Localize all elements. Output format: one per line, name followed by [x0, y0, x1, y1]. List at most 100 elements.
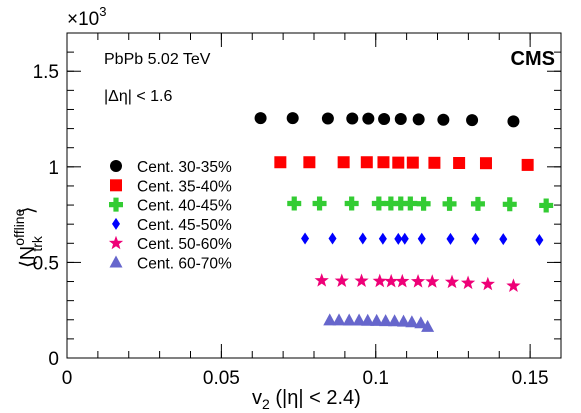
legend-marker [110, 160, 122, 172]
data-point [446, 232, 455, 245]
data-point [410, 274, 426, 288]
data-point [321, 112, 334, 125]
y-tick-label: 0.5 [33, 253, 59, 274]
data-point [397, 314, 411, 327]
y-multiplier-base: ×10 [67, 9, 99, 30]
data-point [344, 196, 359, 211]
data-point [287, 196, 302, 211]
series-square [274, 156, 534, 171]
data-point [417, 232, 426, 245]
legend-marker [109, 255, 123, 268]
tick-labels: 0 0.05 0.1 0.15 0 0.5 1 1.5 [33, 62, 549, 389]
data-point [334, 273, 349, 288]
data-point [314, 273, 329, 287]
series-layer [254, 112, 554, 332]
y-axis-label: ⟨Noffline trk ⟩ [11, 206, 45, 268]
data-point [416, 196, 431, 211]
data-point [405, 315, 419, 328]
data-point [312, 196, 327, 211]
data-point [392, 156, 405, 169]
data-point [274, 156, 287, 169]
legend: Cent. 30-35% Cent. 35-40% Cent. 40-45% Cent… [108, 159, 232, 273]
legend-label: Cent. 30-35% [137, 159, 232, 176]
data-point [323, 313, 337, 326]
data-point [466, 114, 479, 127]
legend-label: Cent. 50-60% [137, 236, 232, 253]
data-point [471, 232, 480, 245]
plot-frame [66, 32, 562, 359]
data-point [360, 156, 373, 169]
series-diamond [301, 232, 544, 247]
y-axis-label-open: ⟨ [17, 260, 39, 268]
data-point [460, 275, 476, 290]
y-axis-label-n: N [17, 246, 39, 260]
data-point [507, 115, 520, 128]
data-point [342, 313, 356, 326]
series-triangle [323, 313, 435, 332]
data-point [470, 196, 485, 211]
data-point [303, 156, 316, 169]
data-point [393, 196, 408, 211]
x-tick-label: 0.1 [363, 368, 389, 389]
legend-label: Cent. 45-50% [137, 217, 232, 234]
data-point [352, 313, 366, 326]
data-point [378, 232, 387, 245]
legend-label: Cent. 35-40% [137, 178, 232, 195]
data-point [378, 113, 391, 126]
data-point [421, 319, 435, 332]
data-point [394, 113, 407, 126]
data-point [480, 276, 495, 291]
data-point [328, 232, 337, 245]
data-point [428, 156, 441, 169]
data-point [388, 314, 402, 327]
legend-marker [109, 197, 123, 212]
data-point [414, 316, 428, 329]
data-point [332, 313, 346, 326]
x-axis-label: v2 (|η| < 2.4) [252, 387, 361, 412]
data-point [370, 313, 384, 326]
data-point [379, 314, 393, 327]
legend-marker [108, 235, 124, 250]
data-point [403, 196, 418, 211]
annotation-collision-system: PbPb 5.02 TeV [104, 51, 211, 68]
x-tick-label: 0.15 [512, 368, 549, 389]
data-point [506, 278, 521, 292]
data-point [346, 112, 359, 125]
data-point [394, 232, 403, 245]
data-point [521, 158, 534, 171]
y-tick-label: 1.5 [33, 62, 59, 83]
series-star [314, 273, 521, 292]
legend-marker [112, 217, 120, 230]
data-point [539, 198, 554, 213]
series-cross [287, 196, 554, 213]
y-axis-label-close: ⟩ [17, 206, 39, 214]
data-point [437, 113, 450, 126]
data-point [453, 157, 466, 169]
data-point [479, 157, 492, 170]
data-point [502, 197, 517, 212]
data-point [425, 274, 440, 288]
data-point [395, 273, 410, 288]
x-axis-label-rest: (|η| < 2.4) [270, 387, 361, 409]
y-tick-label: 0 [48, 349, 59, 370]
data-point [361, 313, 375, 326]
cms-label: CMS [511, 48, 555, 70]
x-axis-label-sub: 2 [262, 396, 270, 412]
data-point [301, 232, 310, 245]
axis-ticks [66, 32, 562, 359]
data-point [377, 156, 390, 169]
data-point [406, 156, 419, 169]
data-point [362, 112, 375, 125]
data-point [400, 232, 409, 245]
data-point [412, 113, 425, 126]
legend-label: Cent. 60-70% [137, 256, 232, 273]
legend-label: Cent. 40-45% [137, 198, 232, 215]
data-point [286, 112, 299, 125]
data-point [254, 112, 267, 125]
series-circle [254, 112, 520, 128]
data-point [535, 234, 544, 247]
data-point [442, 196, 457, 211]
data-point [499, 233, 508, 246]
